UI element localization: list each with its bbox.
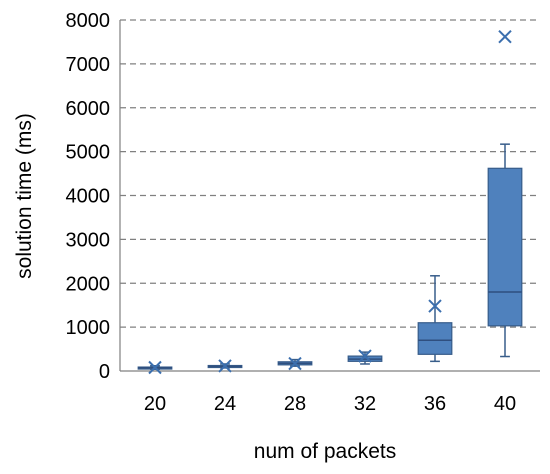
box-body-40 — [487, 167, 523, 327]
x-tick-label-20: 20 — [144, 393, 166, 415]
mean-marker-28 — [288, 356, 302, 371]
boxes-layer — [137, 29, 523, 375]
y-tick-label-6000: 6000 — [66, 98, 111, 120]
box-36 — [417, 275, 453, 363]
x-tick-label-40: 40 — [494, 393, 516, 415]
box-40 — [487, 29, 523, 358]
x-tick-label-32: 32 — [354, 393, 376, 415]
x-tick-label-28: 28 — [284, 393, 306, 415]
y-tick-label-0: 0 — [99, 361, 110, 383]
mean-marker-24 — [218, 359, 232, 373]
mean-marker-40 — [498, 29, 512, 44]
mean-marker-36 — [428, 299, 442, 313]
axes-layer — [119, 20, 540, 372]
y-tick-label-8000: 8000 — [66, 10, 111, 32]
y-tick-label-5000: 5000 — [66, 142, 111, 164]
box-32 — [347, 349, 383, 365]
mean-marker-20 — [148, 360, 162, 375]
box-24 — [207, 359, 243, 373]
x-tick-label-36: 36 — [424, 393, 446, 415]
labels-layer: 0 1000 2000 3000 4000 5000 6000 7000 8000 20 24 28 3… — [66, 10, 517, 415]
y-tick-label-4000: 4000 — [66, 186, 111, 208]
y-tick-label-3000: 3000 — [66, 229, 111, 251]
x-axis-title: num of packets — [254, 440, 396, 463]
y-axis-title: solution time (ms) — [13, 113, 36, 279]
grid-layer — [120, 19, 540, 328]
box-20 — [137, 360, 173, 375]
box-body-36 — [417, 322, 453, 355]
y-tick-label-7000: 7000 — [66, 54, 111, 76]
y-tick-label-1000: 1000 — [66, 317, 111, 339]
x-tick-label-24: 24 — [214, 393, 236, 415]
box-28 — [277, 356, 313, 371]
mean-marker-32 — [358, 349, 372, 363]
y-tick-label-2000: 2000 — [66, 273, 111, 295]
